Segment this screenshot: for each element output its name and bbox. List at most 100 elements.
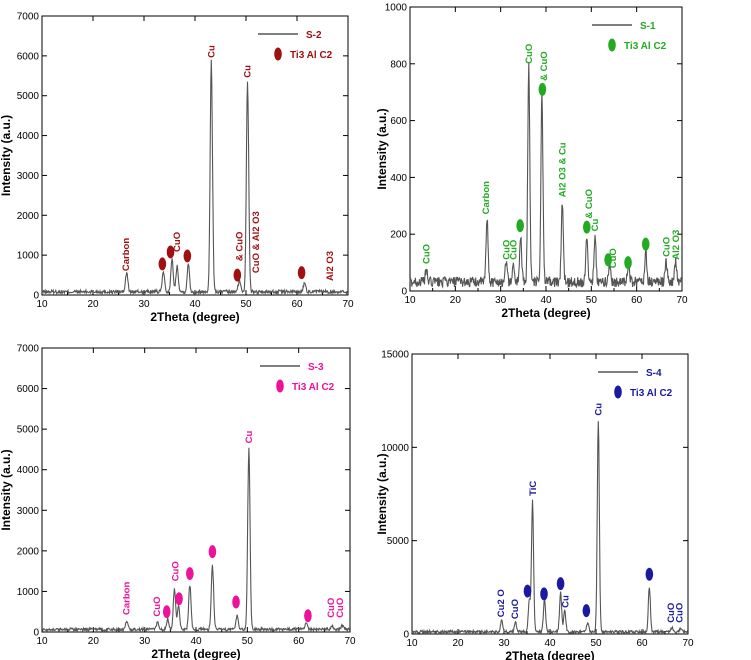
x-tick-label: 70 xyxy=(342,299,354,310)
y-axis-title: Intensity (a.u.) xyxy=(376,453,389,534)
peak-annotation: CuO xyxy=(421,244,432,264)
ti3alc2-marker xyxy=(645,567,654,581)
ti3alc2-marker xyxy=(183,249,192,263)
ti3alc2-marker xyxy=(641,237,650,251)
x-axis-title: 2Theta (degree) xyxy=(151,647,240,660)
x-tick-label: 50 xyxy=(590,638,602,649)
y-tick-label: 600 xyxy=(390,116,407,127)
peak-annotation: Cu xyxy=(206,45,217,58)
peak-annotation: CuO xyxy=(326,598,337,618)
peak-annotation: Carbon xyxy=(122,582,133,615)
legend-marker-label: Ti3 Al C2 xyxy=(630,388,673,399)
ti3alc2-marker xyxy=(186,567,194,581)
x-tick-label: 50 xyxy=(240,299,252,310)
y-tick-label: 10000 xyxy=(381,443,409,454)
x-tick-label: 10 xyxy=(36,636,48,647)
peak-annotation: TiC xyxy=(528,481,539,496)
peak-annotation: Cu2 O xyxy=(496,589,507,617)
y-tick-label: 1000 xyxy=(17,251,40,262)
y-tick-label: 6000 xyxy=(17,384,40,395)
peak-annotation: CuO xyxy=(172,232,183,252)
legend-line-label: S-2 xyxy=(306,30,322,41)
peak-annotation: CuO xyxy=(152,597,163,617)
x-tick-label: 20 xyxy=(87,299,99,310)
x-tick-label: 60 xyxy=(291,299,303,310)
ti3alc2-marker xyxy=(232,595,240,609)
xrd-pattern-line xyxy=(41,447,350,633)
x-tick-label: 60 xyxy=(631,295,643,306)
x-tick-label: 40 xyxy=(540,295,552,306)
x-tick-label: 20 xyxy=(452,638,464,649)
x-tick-label: 30 xyxy=(138,299,150,310)
x-tick-label: 20 xyxy=(88,636,100,647)
peak-annotation: Cu xyxy=(243,65,254,78)
y-axis-title: Intensity (a.u.) xyxy=(0,115,13,196)
x-tick-label: 60 xyxy=(636,638,648,649)
y-tick-label: 5000 xyxy=(17,425,40,436)
x-tick-label: 20 xyxy=(450,295,462,306)
y-tick-label: 7000 xyxy=(17,12,40,23)
ti3alc2-marker xyxy=(297,266,306,280)
peak-annotation: Al2 O3 xyxy=(671,230,682,260)
y-tick-label: 4000 xyxy=(17,131,40,142)
y-tick-label: 2000 xyxy=(17,546,40,557)
y-tick-label: 200 xyxy=(390,230,407,241)
y-tick-label: 5000 xyxy=(387,536,410,547)
legend-line-label: S-1 xyxy=(640,21,656,32)
ti3alc2-marker xyxy=(175,592,183,606)
x-tick-label: 40 xyxy=(190,636,202,647)
x-tick-label: 60 xyxy=(293,636,305,647)
peak-annotation: CuO xyxy=(170,561,181,581)
y-tick-label: 15000 xyxy=(381,350,409,361)
peak-annotation: Cu xyxy=(593,403,604,416)
peak-annotation: & CuO xyxy=(539,51,550,81)
legend-line-label: S-3 xyxy=(308,362,324,373)
y-axis-title: Intensity (a.u.) xyxy=(376,108,389,189)
ti3alc2-marker xyxy=(304,609,312,623)
xrd-chart-s1: 10 20 30 40 50 60 70 0 200 400 600 800 1000 2Theta (d… xyxy=(376,3,688,321)
y-tick-label: 0 xyxy=(403,630,409,641)
x-tick-label: 30 xyxy=(498,638,510,649)
ti3alc2-marker xyxy=(538,82,547,96)
x-tick-label: 50 xyxy=(586,295,598,306)
x-tick-label: 70 xyxy=(682,638,694,649)
peak-annotation: Al2 O3 & Cu xyxy=(557,142,568,197)
xrd-chart-s2: 10 20 30 40 50 60 70 0 1000 2000 3000 4000 5000 6000 7… xyxy=(0,12,354,325)
y-tick-label: 3000 xyxy=(17,171,40,182)
peak-annotation: Cu xyxy=(590,218,601,231)
y-tick-label: 4000 xyxy=(17,465,40,476)
peak-annotation: CuO xyxy=(524,44,535,64)
ti3alc2-marker xyxy=(516,219,524,233)
peak-annotation: CuO xyxy=(608,248,619,268)
peak-annotation: CuO xyxy=(335,598,346,618)
y-tick-label: 400 xyxy=(390,173,407,184)
y-tick-label: 5000 xyxy=(17,91,40,102)
legend-marker-label: Ti3 Al C2 xyxy=(290,50,333,61)
y-tick-label: 6000 xyxy=(17,51,40,62)
legend-marker-swatch xyxy=(608,38,616,52)
x-tick-label: 50 xyxy=(242,636,254,647)
y-tick-label: 0 xyxy=(33,628,39,639)
xrd-chart-s4: 10 20 30 40 50 60 70 0 5000 10000 15000 2Theta (deg… xyxy=(376,350,694,660)
peak-annotation: CuO & Al2 O3 xyxy=(251,211,262,273)
peak-annotation: Cu xyxy=(561,595,572,608)
peak-annotation: CuO xyxy=(508,240,519,260)
ti3alc2-marker xyxy=(158,257,167,271)
legend-line-label: S-4 xyxy=(646,368,662,379)
peak-annotation: Carbon xyxy=(481,181,492,214)
legend-marker-label: Ti3 Al C2 xyxy=(292,382,335,393)
x-tick-label: 70 xyxy=(676,295,688,306)
legend-marker-label: Ti3 Al C2 xyxy=(624,41,667,52)
ti3alc2-marker xyxy=(233,268,242,282)
x-tick-label: 10 xyxy=(404,295,416,306)
y-tick-label: 0 xyxy=(401,287,407,298)
y-tick-label: 1000 xyxy=(385,3,408,14)
ti3alc2-marker xyxy=(208,545,217,559)
peak-annotation: CuO xyxy=(666,603,677,623)
x-tick-label: 10 xyxy=(406,638,418,649)
x-tick-label: 30 xyxy=(139,636,151,647)
y-tick-label: 1000 xyxy=(17,587,40,598)
peak-annotation: Al2 O3 xyxy=(325,251,336,281)
peak-annotation: & CuO xyxy=(584,189,595,219)
ti3alc2-marker xyxy=(604,253,612,267)
